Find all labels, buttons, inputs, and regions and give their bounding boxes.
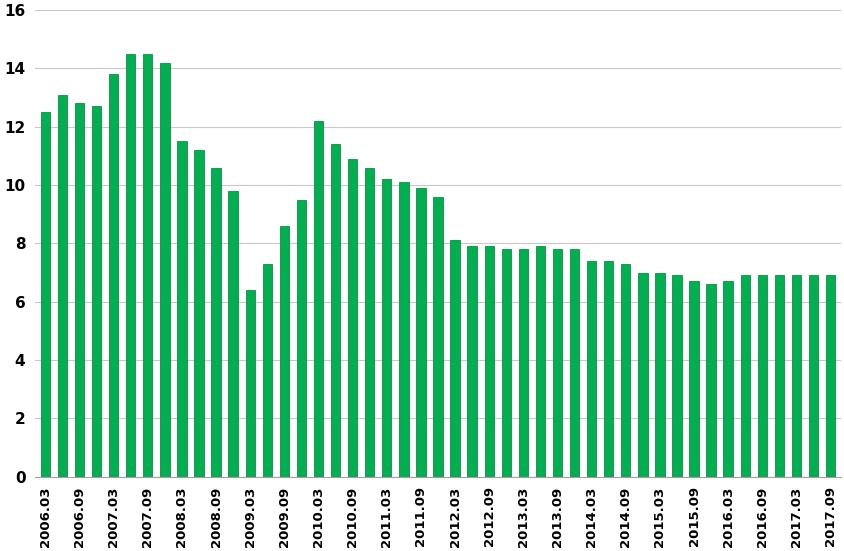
- Bar: [194, 150, 203, 477]
- Bar: [739, 276, 749, 477]
- Bar: [433, 197, 442, 477]
- Bar: [722, 282, 732, 477]
- Bar: [177, 142, 187, 477]
- Bar: [262, 264, 272, 477]
- Bar: [381, 179, 391, 477]
- Bar: [620, 264, 630, 477]
- Bar: [518, 249, 528, 477]
- Bar: [467, 246, 476, 477]
- Bar: [569, 249, 578, 477]
- Bar: [450, 240, 459, 477]
- Bar: [603, 261, 613, 477]
- Bar: [143, 54, 152, 477]
- Bar: [825, 276, 835, 477]
- Bar: [654, 273, 663, 477]
- Bar: [246, 290, 255, 477]
- Bar: [501, 249, 511, 477]
- Bar: [416, 188, 425, 477]
- Bar: [757, 276, 766, 477]
- Bar: [587, 261, 596, 477]
- Bar: [552, 249, 561, 477]
- Bar: [398, 182, 408, 477]
- Bar: [672, 276, 681, 477]
- Bar: [706, 284, 715, 477]
- Bar: [774, 276, 783, 477]
- Bar: [296, 199, 306, 477]
- Bar: [109, 74, 118, 477]
- Bar: [484, 246, 493, 477]
- Bar: [365, 168, 374, 477]
- Bar: [126, 54, 135, 477]
- Bar: [228, 191, 237, 477]
- Bar: [535, 246, 544, 477]
- Bar: [689, 282, 698, 477]
- Bar: [279, 226, 289, 477]
- Bar: [348, 159, 357, 477]
- Bar: [57, 95, 67, 477]
- Bar: [211, 168, 220, 477]
- Bar: [791, 276, 800, 477]
- Bar: [808, 276, 817, 477]
- Bar: [331, 144, 340, 477]
- Bar: [41, 112, 50, 477]
- Bar: [160, 63, 170, 477]
- Bar: [313, 121, 322, 477]
- Bar: [92, 106, 101, 477]
- Bar: [637, 273, 647, 477]
- Bar: [75, 104, 84, 477]
